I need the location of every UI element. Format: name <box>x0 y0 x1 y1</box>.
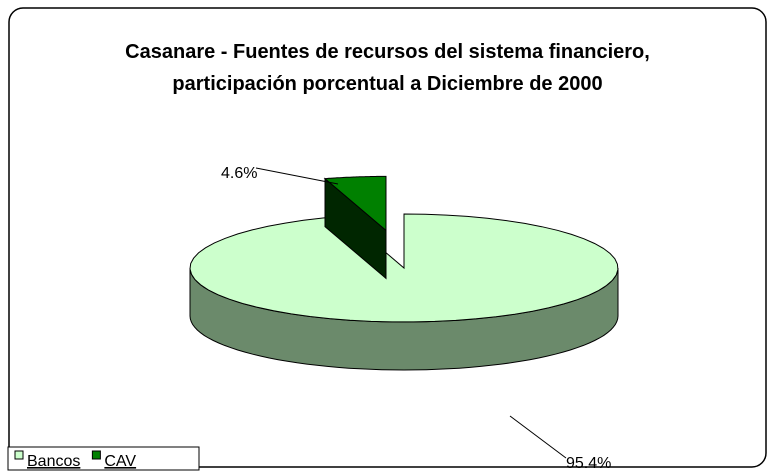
chart-frame <box>8 7 767 468</box>
legend-label: Bancos <box>27 453 80 470</box>
leader-line <box>509 415 567 459</box>
slice-top <box>323 175 387 232</box>
chart-title: Casanare - Fuentes de recursos del siste… <box>125 41 650 95</box>
leader-line <box>255 167 339 185</box>
legend-label: CAV <box>104 453 136 470</box>
slice-top <box>189 213 619 323</box>
legend-swatch <box>14 450 24 460</box>
data-label: 4.6% <box>221 165 257 182</box>
data-label: 95.4% <box>566 455 611 472</box>
legend-box <box>7 446 200 471</box>
legend-swatch <box>91 450 101 460</box>
